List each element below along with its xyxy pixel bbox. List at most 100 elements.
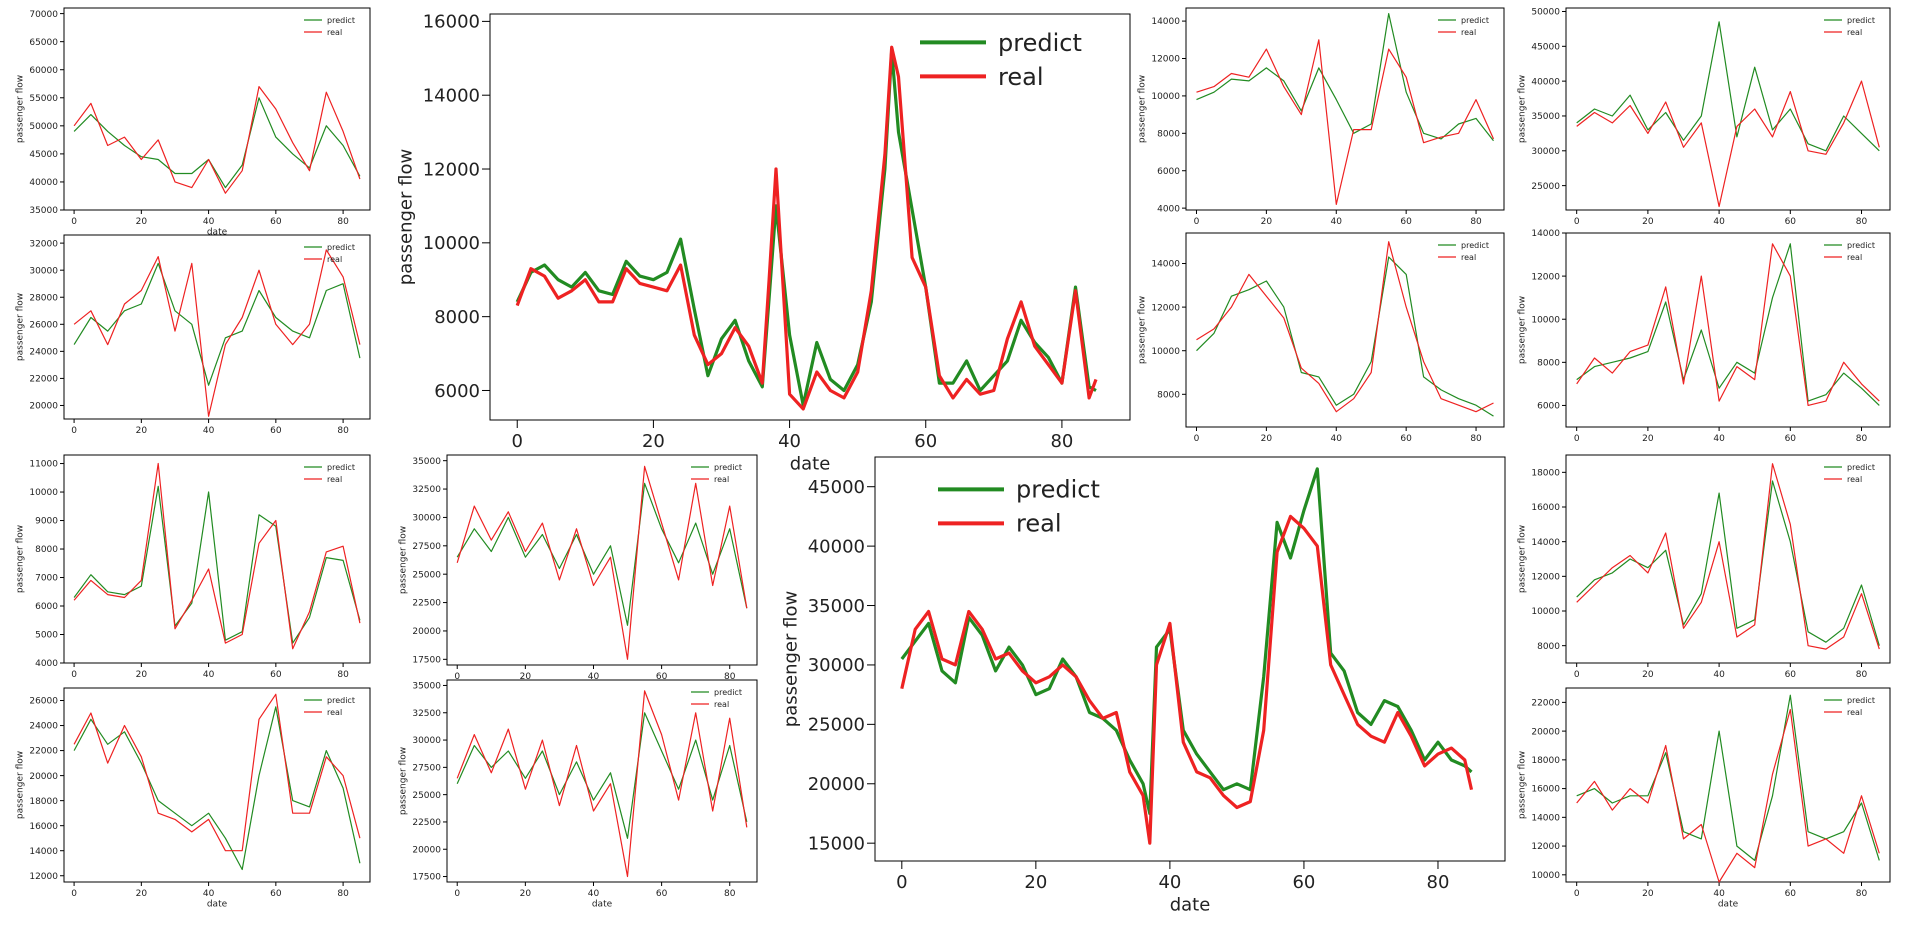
y-tick-label: 6000 — [1157, 167, 1180, 177]
y-tick-label: 25000 — [412, 570, 441, 580]
x-tick-label: 60 — [1785, 434, 1797, 444]
y-tick-label: 26000 — [29, 697, 58, 707]
y-tick-label: 5000 — [35, 631, 58, 641]
y-tick-label: 30000 — [29, 266, 58, 276]
y-tick-label: 20000 — [412, 627, 441, 637]
x-tick-label: 60 — [270, 670, 282, 680]
y-axis-label: passenger flow — [399, 747, 409, 815]
series-line-predict — [73, 485, 361, 644]
legend-label-real: real — [1847, 253, 1862, 262]
x-tick-label: 60 — [1400, 217, 1412, 227]
y-tick-label: 50000 — [29, 122, 58, 132]
y-tick-label: 30000 — [412, 514, 441, 524]
y-tick-label: 20000 — [1531, 727, 1560, 737]
y-tick-label: 50000 — [1531, 8, 1560, 18]
y-tick-label: 22000 — [29, 375, 58, 385]
y-tick-label: 20000 — [29, 402, 58, 412]
x-axis-label: date — [592, 900, 613, 910]
series-line-predict — [73, 262, 361, 386]
y-tick-label: 27500 — [412, 764, 441, 774]
series-line-real — [456, 690, 748, 878]
y-tick-label: 18000 — [1531, 756, 1560, 766]
y-tick-label: 15000 — [808, 833, 865, 854]
y-tick-label: 40000 — [808, 536, 865, 557]
x-tick-label: 60 — [1785, 217, 1797, 227]
x-tick-label: 80 — [1856, 217, 1868, 227]
y-tick-label: 8000 — [1157, 390, 1180, 400]
x-tick-label: 80 — [1856, 434, 1868, 444]
x-tick-label: 0 — [71, 217, 77, 227]
x-tick-label: 0 — [71, 670, 77, 680]
legend-label-predict: predict — [998, 29, 1082, 57]
x-tick-label: 60 — [270, 889, 282, 899]
plot-frame — [446, 454, 758, 666]
x-tick-label: 0 — [1194, 434, 1200, 444]
series-line-predict — [1576, 21, 1880, 152]
y-tick-label: 10000 — [1531, 871, 1560, 881]
y-tick-label: 16000 — [29, 822, 58, 832]
y-tick-label: 17500 — [412, 873, 441, 883]
series-line-real — [900, 514, 1474, 845]
x-tick-label: 60 — [1400, 434, 1412, 444]
plot-frame — [1565, 7, 1891, 211]
x-tick-label: 20 — [520, 672, 532, 682]
legend-label-real: real — [998, 63, 1043, 91]
x-tick-label: 40 — [1331, 217, 1343, 227]
x-tick-label: 0 — [1574, 889, 1580, 899]
y-axis-label: passenger flow — [1518, 296, 1528, 364]
legend-label-real: real — [327, 708, 342, 717]
x-tick-label: 0 — [1574, 670, 1580, 680]
y-tick-label: 12000 — [1151, 55, 1180, 65]
x-tick-label: 20 — [1024, 872, 1047, 893]
plot-frame — [63, 454, 371, 664]
series-line-real — [456, 465, 748, 660]
x-tick-label: 0 — [454, 889, 460, 899]
x-tick-label: 40 — [203, 889, 215, 899]
y-tick-label: 9000 — [35, 517, 58, 527]
y-axis-label: passenger flow — [1518, 75, 1528, 143]
x-tick-label: 60 — [1785, 670, 1797, 680]
y-tick-label: 28000 — [29, 293, 58, 303]
x-tick-label: 20 — [136, 889, 148, 899]
y-tick-label: 70000 — [29, 10, 58, 20]
y-tick-label: 8000 — [434, 307, 480, 328]
y-tick-label: 18000 — [29, 797, 58, 807]
x-axis-label: date — [1718, 900, 1739, 910]
x-tick-label: 0 — [512, 431, 523, 452]
y-tick-label: 18000 — [1531, 468, 1560, 478]
x-tick-label: 80 — [724, 889, 736, 899]
y-tick-label: 20000 — [412, 845, 441, 855]
y-tick-label: 11000 — [29, 460, 58, 470]
y-tick-label: 10000 — [1531, 315, 1560, 325]
y-tick-label: 8000 — [1537, 642, 1560, 652]
x-tick-label: 0 — [1574, 217, 1580, 227]
series-line-real — [1196, 39, 1495, 205]
x-tick-label: 80 — [724, 672, 736, 682]
y-tick-label: 14000 — [29, 847, 58, 857]
y-tick-label: 30000 — [808, 655, 865, 676]
y-tick-label: 14000 — [423, 86, 480, 107]
y-tick-label: 30000 — [412, 736, 441, 746]
legend-label-real: real — [1847, 475, 1862, 484]
series-line-predict — [1196, 256, 1494, 417]
y-tick-label: 16000 — [423, 12, 480, 33]
y-tick-label: 22500 — [412, 818, 441, 828]
y-tick-label: 20000 — [808, 774, 865, 795]
series-line-real — [73, 249, 361, 417]
x-tick-label: 40 — [1713, 217, 1725, 227]
y-tick-label: 16000 — [1531, 785, 1560, 795]
x-axis-label: date — [207, 900, 228, 910]
y-tick-label: 22500 — [412, 599, 441, 609]
series-line-real — [73, 85, 361, 194]
x-tick-label: 40 — [203, 217, 215, 227]
chart-panel-4: 0 20 40 60 80 12000 14000 16000 18000 20000 22000 2… — [16, 687, 371, 910]
legend-label-predict: predict — [327, 16, 355, 25]
y-tick-label: 24000 — [29, 348, 58, 358]
y-tick-label: 6000 — [35, 602, 58, 612]
y-axis-label: passenger flow — [1518, 751, 1528, 819]
y-tick-label: 8000 — [35, 545, 58, 555]
series-line-real — [1576, 463, 1880, 650]
chart-panel-3: 0 20 40 60 80 4000 5000 6000 7000 8000 9000 10000 11… — [16, 454, 371, 680]
y-tick-label: 12000 — [1531, 572, 1560, 582]
y-tick-label: 12000 — [1531, 272, 1560, 282]
